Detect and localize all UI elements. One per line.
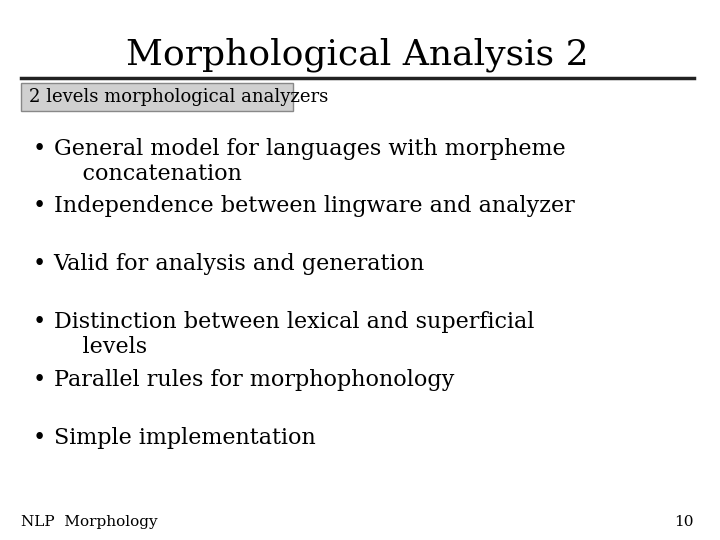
Text: Simple implementation: Simple implementation	[54, 427, 315, 449]
Text: •: •	[32, 253, 46, 275]
Text: Independence between lingware and analyzer: Independence between lingware and analyz…	[54, 195, 575, 218]
Text: NLP  Morphology: NLP Morphology	[22, 515, 158, 529]
Text: •: •	[32, 311, 46, 333]
Text: •: •	[32, 369, 46, 391]
Text: 10: 10	[675, 515, 694, 529]
Text: •: •	[32, 195, 46, 218]
Text: General model for languages with morpheme
    concatenation: General model for languages with morphem…	[54, 138, 565, 185]
Text: Distinction between lexical and superficial
    levels: Distinction between lexical and superfic…	[54, 311, 534, 359]
Text: •: •	[32, 138, 46, 160]
Text: 2 levels morphological analyzers: 2 levels morphological analyzers	[29, 87, 328, 106]
FancyBboxPatch shape	[22, 83, 293, 111]
Text: Morphological Analysis 2: Morphological Analysis 2	[127, 38, 589, 72]
Text: •: •	[32, 427, 46, 449]
Text: Parallel rules for morphophonology: Parallel rules for morphophonology	[54, 369, 454, 391]
Text: Valid for analysis and generation: Valid for analysis and generation	[54, 253, 425, 275]
